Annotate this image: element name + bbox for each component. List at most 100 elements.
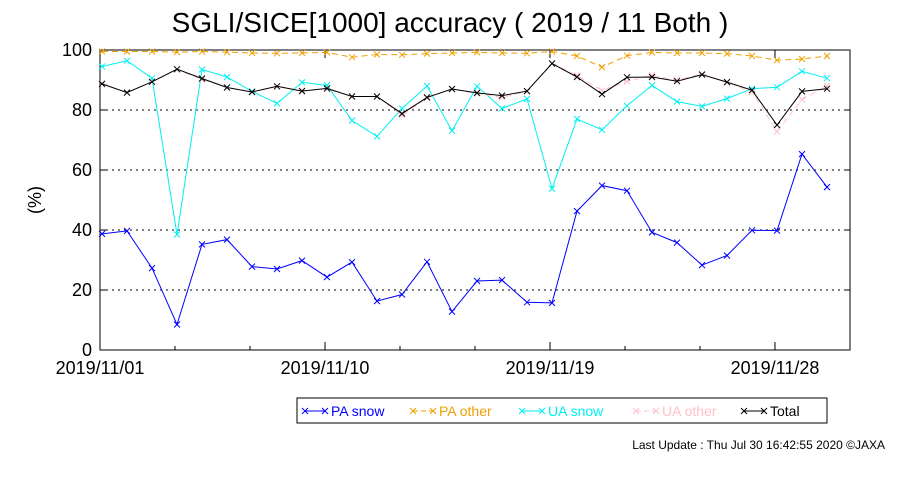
legend-item-ua-snow: UA snow	[518, 403, 604, 419]
data-point	[398, 105, 406, 112]
data-point	[398, 291, 406, 298]
data-point	[623, 73, 631, 81]
legend-item-total: Total	[740, 403, 800, 419]
y-tick-label: 100	[62, 40, 92, 60]
marker-stroke	[448, 308, 456, 315]
data-point	[473, 49, 481, 56]
data-point	[498, 92, 506, 99]
y-tick-label: 0	[82, 340, 92, 360]
data-point	[798, 150, 806, 158]
marker-stroke	[648, 229, 656, 236]
data-point	[673, 76, 681, 84]
data-point	[823, 52, 831, 60]
data-point	[198, 75, 206, 82]
data-point	[673, 49, 681, 57]
marker-stroke	[448, 85, 456, 93]
data-point	[548, 185, 556, 192]
marker-stroke	[198, 241, 206, 248]
marker-stroke	[798, 88, 806, 95]
marker-stroke	[348, 117, 356, 124]
x-tick-label: 2019/11/19	[506, 358, 595, 378]
marker-stroke	[148, 48, 156, 55]
marker-stroke	[123, 89, 131, 96]
marker-stroke	[523, 95, 531, 103]
marker-stroke	[823, 85, 831, 93]
data-point	[423, 50, 431, 57]
marker-stroke	[223, 73, 231, 81]
marker-stroke	[798, 67, 806, 75]
data-point	[173, 231, 181, 238]
marker-stroke	[448, 127, 456, 135]
legend-label: UA snow	[548, 403, 604, 419]
data-point	[123, 89, 131, 96]
marker-stroke	[123, 227, 131, 235]
data-point	[648, 73, 656, 81]
data-point	[723, 78, 731, 86]
chart-title: SGLI/SICE[1000] accuracy ( 2019 / 11 Bot…	[171, 7, 729, 38]
marker-stroke	[273, 100, 281, 107]
marker-stroke	[409, 407, 417, 415]
legend-label: PA other	[439, 403, 492, 419]
marker-stroke	[498, 105, 506, 112]
data-point	[123, 57, 131, 65]
marker-stroke	[523, 87, 531, 95]
data-point	[573, 207, 581, 215]
marker-stroke	[823, 82, 831, 90]
data-point	[523, 87, 531, 95]
data-point	[248, 263, 256, 270]
marker-stroke	[573, 115, 581, 123]
series-pa-snow	[98, 150, 831, 328]
legend-item-ua-other: UA other	[632, 403, 717, 419]
data-point	[223, 84, 231, 91]
data-point	[748, 86, 756, 94]
tick-layer: 0 20 40 60 80 100 2019/11/01 2019/11/10 2019/11/…	[56, 40, 851, 378]
marker-stroke	[473, 49, 481, 56]
data-point	[398, 110, 406, 117]
data-point	[823, 82, 831, 90]
marker-stroke	[248, 49, 256, 57]
data-point	[773, 121, 781, 129]
marker-stroke	[773, 56, 781, 64]
marker-stroke	[423, 50, 431, 57]
marker-stroke	[148, 78, 156, 86]
marker-stroke	[223, 48, 231, 56]
data-point	[173, 65, 181, 73]
marker-stroke	[673, 239, 681, 246]
x-tick-label: 2019/11/28	[731, 358, 820, 378]
series-line-pa-snow	[101, 153, 828, 326]
data-point	[673, 98, 681, 105]
marker-stroke	[798, 96, 806, 103]
marker-stroke	[518, 407, 526, 415]
marker-stroke	[573, 72, 581, 79]
series-line-pa-other	[102, 50, 828, 68]
marker-stroke	[198, 48, 206, 55]
marker-stroke	[198, 75, 206, 82]
marker-stroke	[298, 79, 306, 86]
data-point	[598, 182, 606, 189]
marker-stroke	[223, 84, 231, 91]
marker-stroke	[423, 82, 431, 90]
marker-stroke	[798, 150, 806, 158]
data-point	[423, 94, 431, 101]
data-point	[273, 100, 281, 107]
data-point	[148, 78, 156, 86]
data-point	[823, 85, 831, 93]
marker-stroke	[798, 55, 806, 63]
legend-marker	[760, 407, 768, 415]
marker-stroke	[723, 78, 731, 86]
data-point	[98, 63, 106, 70]
data-point	[348, 258, 356, 266]
legend-marker	[632, 407, 640, 415]
marker-stroke	[373, 51, 381, 58]
footer: Last Update : Thu Jul 30 16:42:55 2020 ©…	[632, 437, 885, 453]
marker-stroke	[373, 93, 381, 100]
marker-stroke	[473, 277, 481, 285]
marker-stroke	[429, 407, 437, 415]
marker-stroke	[632, 407, 640, 415]
series-line-ua-other	[101, 62, 828, 133]
data-point	[473, 82, 481, 90]
series-ua-snow	[98, 57, 831, 238]
legend-label: Total	[770, 403, 800, 419]
data-point	[623, 52, 631, 60]
marker-stroke	[273, 49, 281, 57]
